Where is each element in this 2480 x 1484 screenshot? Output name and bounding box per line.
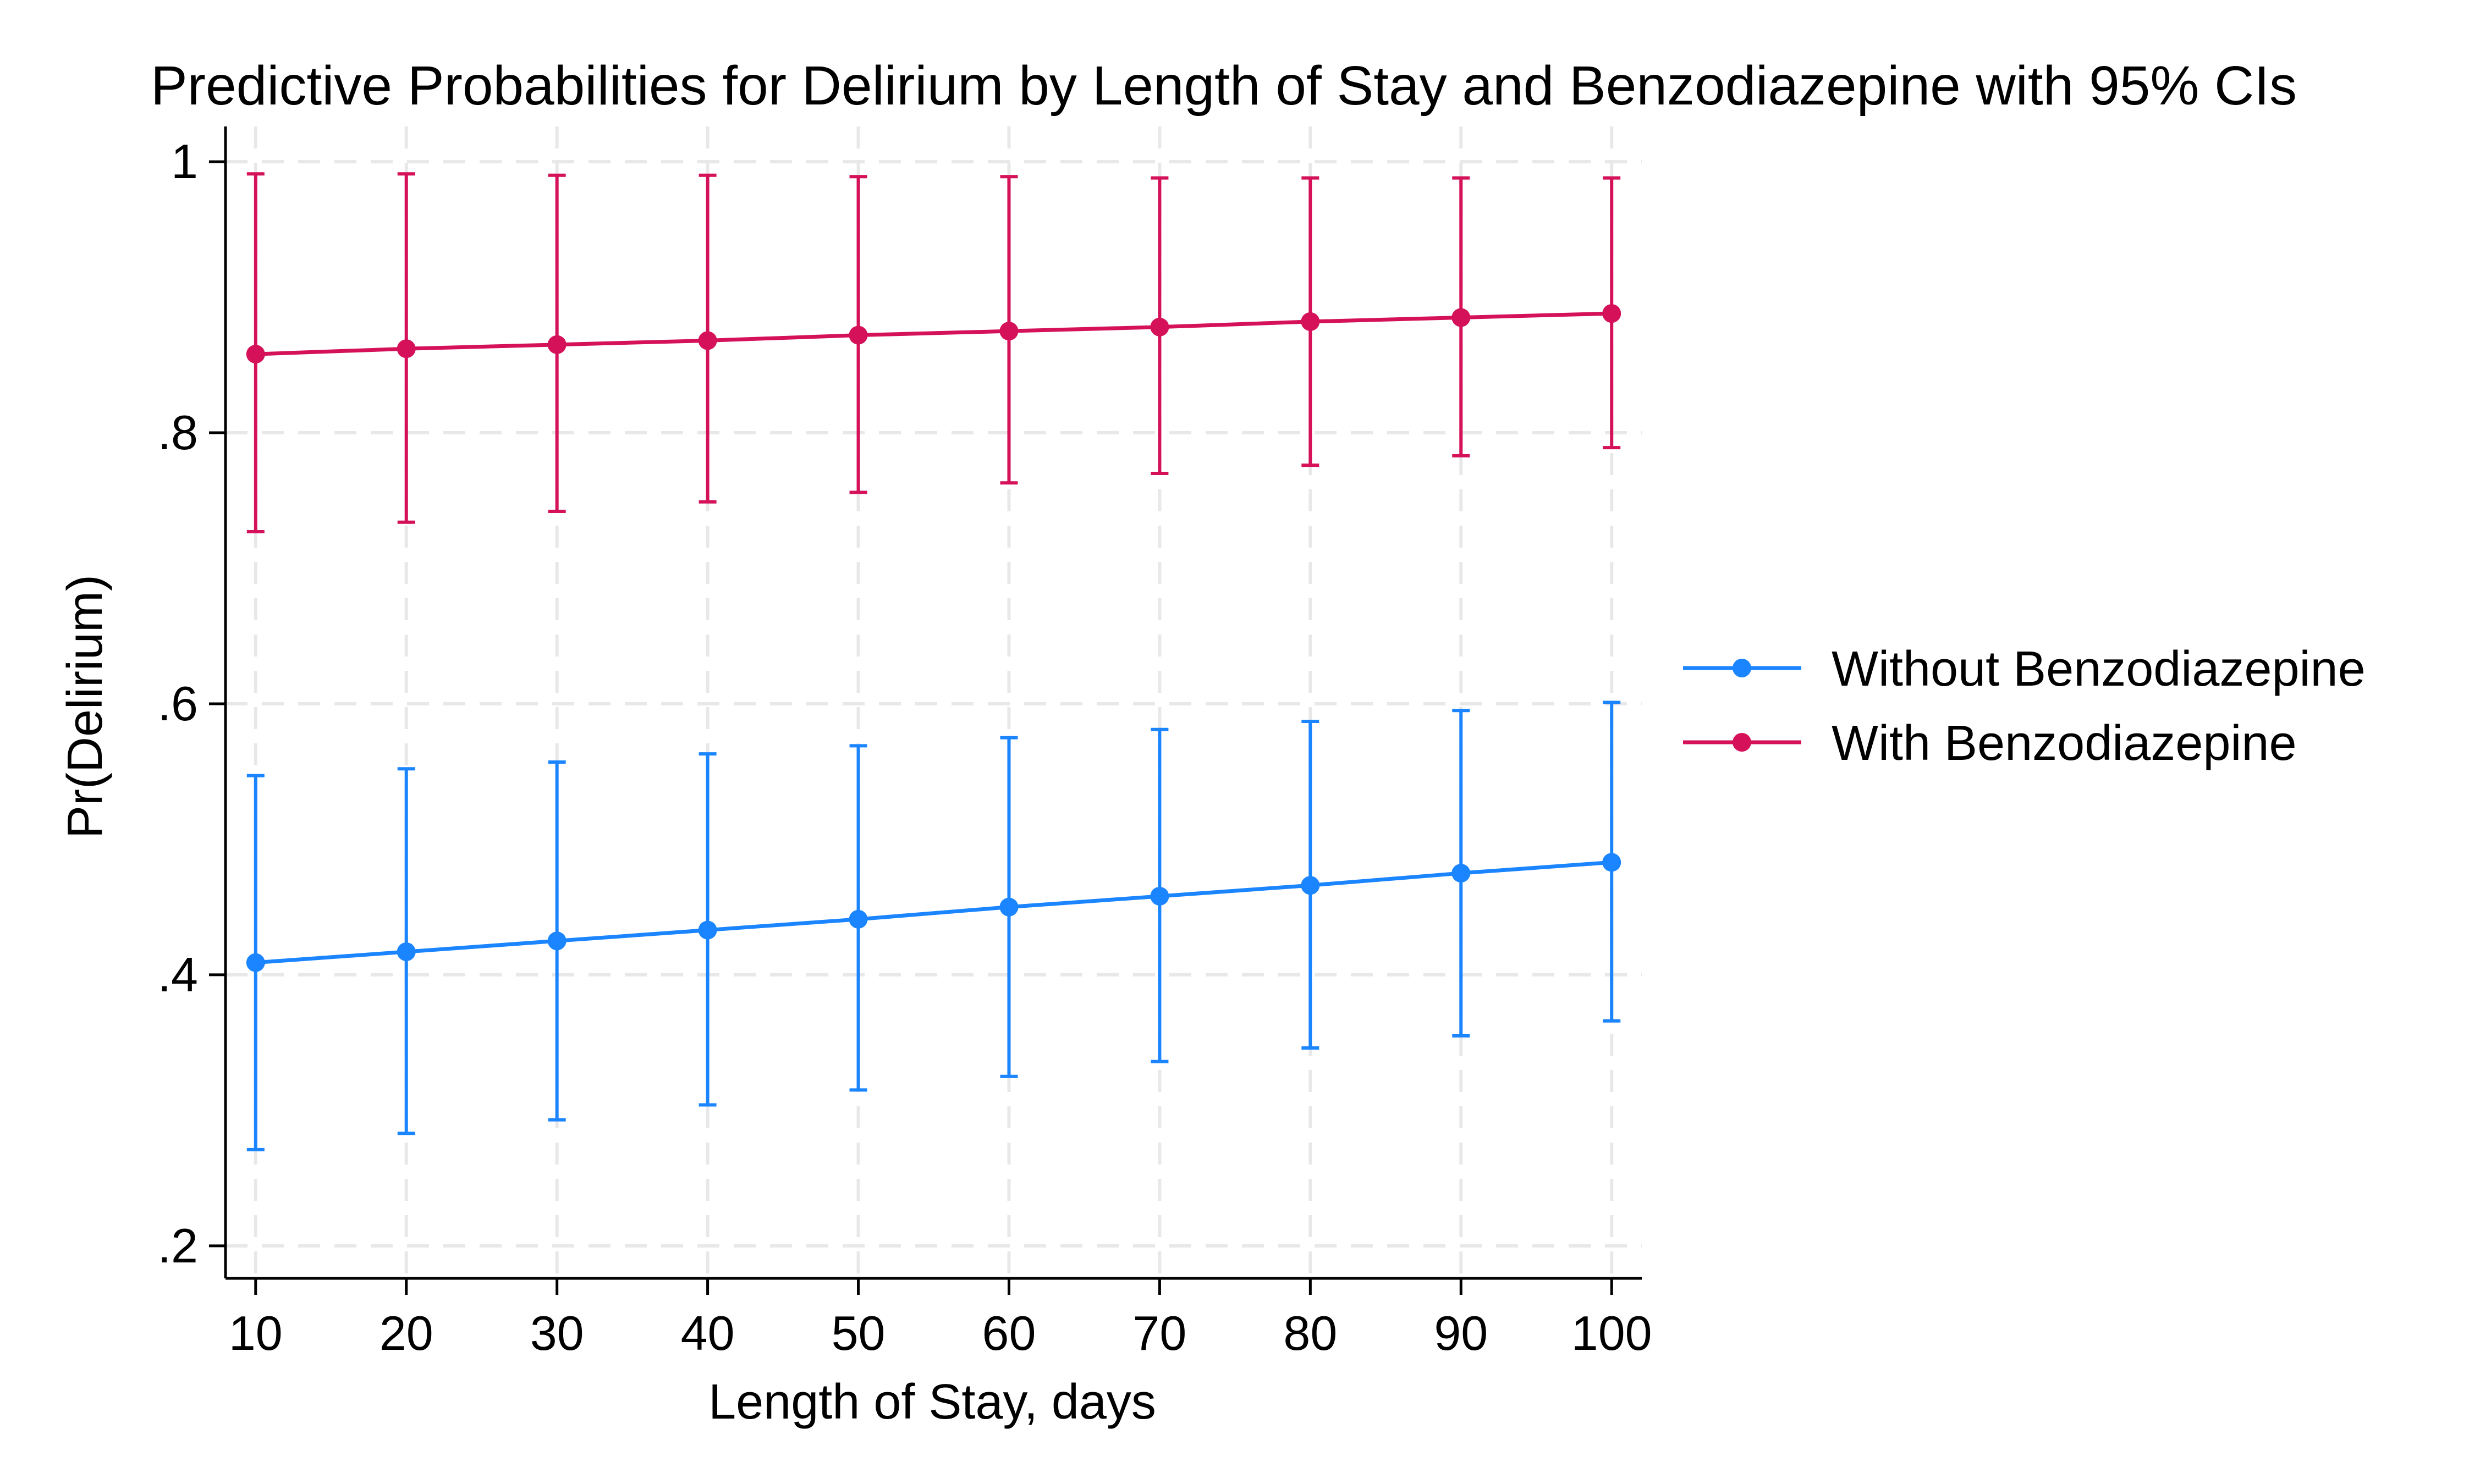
data-point bbox=[547, 931, 567, 951]
data-point bbox=[1451, 308, 1471, 327]
data-point bbox=[1150, 317, 1169, 336]
x-tick-label: 100 bbox=[1571, 1306, 1652, 1360]
y-tick-label: .4 bbox=[158, 947, 198, 1002]
data-point bbox=[246, 953, 265, 972]
y-axis-title: Pr(Delirium) bbox=[58, 575, 113, 838]
series bbox=[246, 172, 1621, 1151]
data-point bbox=[1602, 304, 1621, 323]
data-point bbox=[547, 335, 567, 354]
data-point bbox=[1602, 853, 1621, 872]
data-point bbox=[1301, 312, 1320, 331]
x-tick-label: 80 bbox=[1283, 1306, 1337, 1360]
legend-label: Without Benzodiazepine bbox=[1832, 642, 2366, 697]
chart-title: Predictive Probabilities for Delirium by… bbox=[151, 55, 2297, 117]
data-point bbox=[849, 326, 868, 345]
series-0 bbox=[246, 700, 1621, 1151]
series-1 bbox=[246, 172, 1621, 533]
series-line bbox=[255, 860, 1612, 965]
data-point bbox=[999, 322, 1019, 341]
axes: .2 .4 .6 .8 1 10 20 30 40 50 60 70 80 90 100 bbox=[158, 126, 1652, 1360]
x-tick-label: 60 bbox=[982, 1306, 1036, 1360]
data-point bbox=[1301, 876, 1320, 895]
x-tick-label: 20 bbox=[380, 1306, 433, 1360]
data-point bbox=[698, 920, 717, 940]
legend: Without Benzodiazepine With Benzodiazepin… bbox=[1683, 642, 2366, 771]
legend-marker bbox=[1733, 659, 1751, 677]
y-tick-label: 1 bbox=[171, 134, 198, 189]
data-point bbox=[397, 942, 416, 962]
x-tick-label: 90 bbox=[1434, 1306, 1488, 1360]
x-tick-label: 70 bbox=[1132, 1306, 1186, 1360]
data-point bbox=[698, 331, 717, 350]
data-point bbox=[397, 339, 416, 358]
y-tick-label: .8 bbox=[158, 405, 198, 460]
x-tick-label: 30 bbox=[530, 1306, 584, 1360]
data-point bbox=[999, 897, 1019, 917]
y-tick-label: .6 bbox=[158, 676, 198, 731]
data-point bbox=[849, 909, 868, 929]
x-tick-label: 10 bbox=[229, 1306, 283, 1360]
x-axis-title: Length of Stay, days bbox=[708, 1375, 1156, 1430]
data-point bbox=[246, 345, 265, 364]
legend-marker bbox=[1733, 733, 1751, 752]
y-tick-label: .2 bbox=[158, 1218, 198, 1273]
data-point bbox=[1451, 864, 1471, 883]
x-tick-label: 40 bbox=[681, 1306, 735, 1360]
x-tick-label: 50 bbox=[832, 1306, 886, 1360]
legend-label: With Benzodiazepine bbox=[1832, 716, 2297, 771]
data-point bbox=[1150, 886, 1169, 906]
series-line bbox=[255, 311, 1612, 356]
